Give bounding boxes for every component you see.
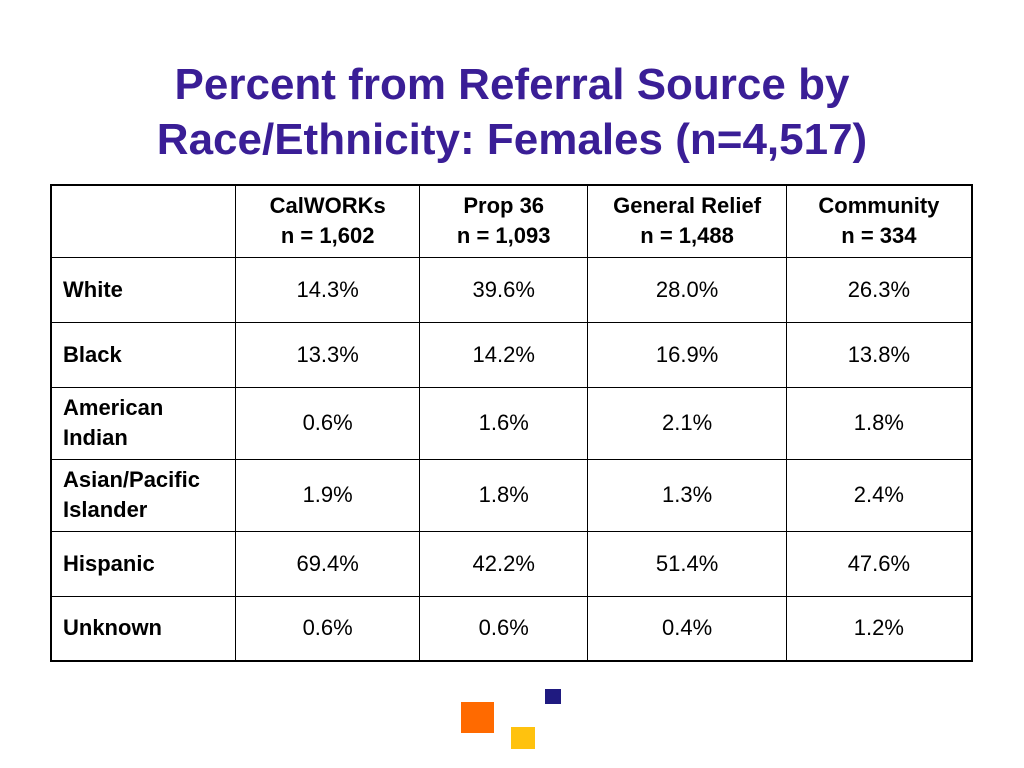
table-cell: 1.6%: [418, 386, 589, 460]
column-header-calworks: CalWORKs n = 1,602: [235, 184, 420, 258]
table-cell: 1.3%: [587, 458, 787, 532]
table-cell: 1.9%: [235, 458, 420, 532]
table-cell: 26.3%: [785, 256, 973, 323]
table-row-unknown: Unknown 0.6% 0.6% 0.4% 1.2%: [50, 595, 973, 662]
table-cell: 13.8%: [785, 321, 973, 388]
table-cell: 42.2%: [418, 530, 589, 597]
table-header-row: CalWORKs n = 1,602 Prop 36 n = 1,093 Gen…: [50, 184, 973, 258]
table-row-white: White 14.3% 39.6% 28.0% 26.3%: [50, 256, 973, 323]
column-header-community: Community n = 334: [785, 184, 973, 258]
row-label-line-2: Islander: [63, 497, 148, 522]
slide-title-line-2: Race/Ethnicity: Females (n=4,517): [156, 115, 868, 165]
slide-title-line-1: Percent from Referral Source by: [174, 60, 850, 110]
table-cell: 14.3%: [235, 256, 420, 323]
table-cell: 1.8%: [785, 386, 973, 460]
table-cell: 1.2%: [785, 595, 973, 662]
column-header-name: CalWORKs: [269, 193, 386, 219]
table-cell: 28.0%: [587, 256, 787, 323]
table-cell: 1.8%: [418, 458, 589, 532]
table-cell: 47.6%: [785, 530, 973, 597]
table-cell: 16.9%: [587, 321, 787, 388]
table-cell: 0.6%: [235, 595, 420, 662]
row-label-line-1: Asian/Pacific: [63, 467, 200, 492]
row-label: White: [50, 256, 237, 323]
row-label: American Indian: [50, 386, 237, 460]
row-label-line-2: Indian: [63, 425, 128, 450]
column-header-n: n = 1,602: [280, 223, 375, 249]
row-label: Asian/Pacific Islander: [50, 458, 237, 532]
table-cell: 2.1%: [587, 386, 787, 460]
table-cell: 39.6%: [418, 256, 589, 323]
row-label: Hispanic: [50, 530, 237, 597]
table-cell: 69.4%: [235, 530, 420, 597]
table-cell: 0.6%: [418, 595, 589, 662]
orange-square-decoration: [461, 702, 494, 733]
table-cell: 51.4%: [587, 530, 787, 597]
yellow-square-decoration: [511, 727, 535, 749]
table-cell: 13.3%: [235, 321, 420, 388]
column-header-name: General Relief: [613, 193, 762, 219]
column-header-n: n = 334: [841, 223, 917, 249]
column-header-name: Prop 36: [463, 193, 545, 219]
table-cell: 0.6%: [235, 386, 420, 460]
table-cell: 0.4%: [587, 595, 787, 662]
slide-title: Percent from Referral Source by Race/Eth…: [0, 57, 1024, 167]
navy-square-decoration: [545, 689, 561, 704]
table-row-asian-pacific-islander: Asian/Pacific Islander 1.9% 1.8% 1.3% 2.…: [50, 458, 973, 532]
table-cell: 14.2%: [418, 321, 589, 388]
row-label-line-1: American: [63, 395, 164, 420]
table-row-black: Black 13.3% 14.2% 16.9% 13.8%: [50, 321, 973, 388]
row-label: Black: [50, 321, 237, 388]
row-label: Unknown: [50, 595, 237, 662]
column-header-prop36: Prop 36 n = 1,093: [418, 184, 589, 258]
table-row-american-indian: American Indian 0.6% 1.6% 2.1% 1.8%: [50, 386, 973, 460]
column-header-general-relief: General Relief n = 1,488: [587, 184, 787, 258]
table-cell: 2.4%: [785, 458, 973, 532]
column-header-n: n = 1,488: [640, 223, 734, 249]
corner-cell: [50, 184, 237, 258]
column-header-n: n = 1,093: [456, 223, 551, 249]
referral-source-table: CalWORKs n = 1,602 Prop 36 n = 1,093 Gen…: [50, 184, 973, 662]
table-row-hispanic: Hispanic 69.4% 42.2% 51.4% 47.6%: [50, 530, 973, 597]
column-header-name: Community: [818, 193, 940, 219]
